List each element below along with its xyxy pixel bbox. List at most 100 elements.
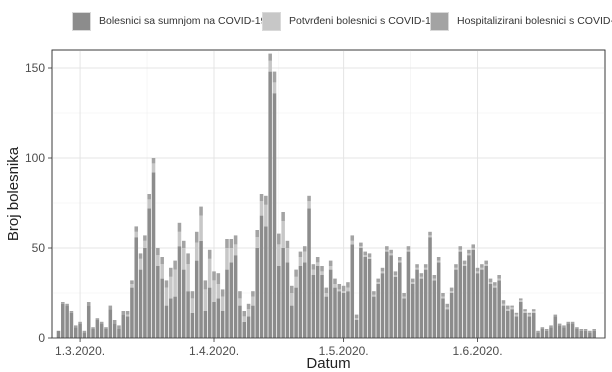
bar-segment-series-3 [125,311,130,315]
bar-segment-series-2 [277,244,281,266]
bar-segment-series-2 [458,249,463,252]
bar-segment-series-1 [354,320,359,338]
bar-segment-series-3 [406,246,411,250]
bar-segment-series-1 [445,309,450,338]
bar-segment-series-1 [125,316,130,338]
legend-item-suspected: Bolesnici sa sumnjom na COVID-19 [72,10,266,32]
bar-segment-series-1 [454,269,458,338]
bar-segment-series-1 [117,329,121,338]
bar-segment-series-2 [510,307,514,310]
bar-segment-series-2 [138,258,143,270]
bar-segment-series-2 [480,267,484,270]
bar-segment-series-1 [164,305,169,338]
bar-segment-series-1 [238,305,242,338]
bar-segment-series-3 [160,257,164,265]
bar-segment-series-2 [350,240,355,245]
bar-segment-series-3 [130,280,134,284]
bar-segment-series-3 [359,242,363,247]
bar-segment-series-1 [553,316,558,338]
bar-segment-series-2 [229,248,234,263]
bar-segment-series-1 [363,257,367,338]
bar-segment-series-2 [493,285,497,288]
bar-segment-series-1 [462,266,467,338]
bar-segment-series-3 [91,327,95,329]
bar-segment-series-2 [320,271,324,275]
bar-segment-series-1 [99,323,104,338]
bar-segment-series-3 [328,260,333,266]
bar-segment-series-2 [497,278,501,281]
bar-segment-series-1 [501,305,506,338]
bar-segment-series-2 [484,264,488,266]
bar-segment-series-2 [290,293,294,306]
bar-segment-series-1 [78,323,82,338]
bar-segment-series-3 [393,271,398,275]
bar-segment-series-2 [428,235,432,238]
bar-segment-series-3 [372,291,376,295]
bar-segment-series-3 [147,194,151,200]
bar-segment-series-3 [514,312,519,315]
bar-segment-series-1 [372,296,376,338]
bar-segment-series-1 [259,215,264,338]
bar-segment-series-2 [518,300,523,302]
bar-segment-series-3 [138,253,143,259]
bar-segment-series-3 [307,195,311,202]
bar-segment-series-3 [523,309,527,311]
bar-segment-series-1 [199,240,203,338]
bar-segment-series-1 [147,208,151,338]
bar-segment-series-3 [385,246,389,250]
bar-segment-series-1 [428,237,432,338]
bar-segment-series-2 [216,284,221,299]
bar-segment-series-2 [203,289,208,311]
bar-segment-series-3 [354,314,359,319]
bar-segment-series-3 [562,325,566,328]
bar-segment-series-2 [363,255,367,257]
bar-segment-series-1 [527,316,532,338]
bar-segment-series-1 [298,266,303,338]
bar-segment-series-1 [367,258,372,338]
bar-segment-series-1 [346,291,350,338]
bar-segment-series-2 [242,316,247,322]
bar-segment-series-1 [350,244,355,338]
bar-segment-series-3 [272,71,277,83]
bar-segment-series-3 [108,305,113,310]
bar-segment-series-1 [592,330,596,338]
bar-segment-series-2 [186,264,190,292]
bar-segment-series-3 [169,267,173,277]
bar-segment-series-2 [281,221,285,248]
bar-segment-series-3 [190,291,195,299]
bar-segment-series-2 [255,237,259,248]
bar-segment-series-1 [186,291,190,338]
bar-segment-series-3 [238,291,242,299]
bar-segment-series-3 [367,253,372,257]
bar-segment-series-3 [121,311,126,315]
bar-segment-series-1 [130,287,134,338]
y-tick-label: 150 [25,61,45,75]
bar-segment-series-3 [69,311,74,313]
plot-border [51,49,606,339]
bar-segment-series-1 [531,312,536,338]
bar-segment-series-1 [406,251,411,338]
bar-segment-series-1 [579,330,584,338]
bar-segment-series-1 [229,262,234,338]
bar-segment-series-1 [518,302,523,338]
bar-segment-series-3 [341,285,346,292]
bar-segment-series-1 [294,287,298,338]
bar-segment-series-1 [160,278,164,338]
bar-segment-series-2 [445,307,450,310]
bar-segment-series-3 [99,321,104,324]
bar-segment-series-1 [575,329,579,338]
bar-segment-series-1 [233,255,238,338]
bar-segment-series-1 [203,311,208,338]
bar-segment-series-3 [402,293,406,297]
bar-segment-series-1 [190,312,195,338]
legend-swatch-suspected [72,11,91,31]
bar-segment-series-1 [398,262,402,338]
bar-segment-series-2 [207,258,212,288]
bar-segment-series-3 [65,303,69,306]
bar-segment-series-2 [220,296,225,311]
bar-segment-series-1 [588,332,592,338]
bar-segment-series-3 [143,235,147,241]
bar-segment-series-2 [454,267,458,270]
bar-segment-series-3 [181,240,186,248]
bar-segment-series-2 [190,298,195,313]
